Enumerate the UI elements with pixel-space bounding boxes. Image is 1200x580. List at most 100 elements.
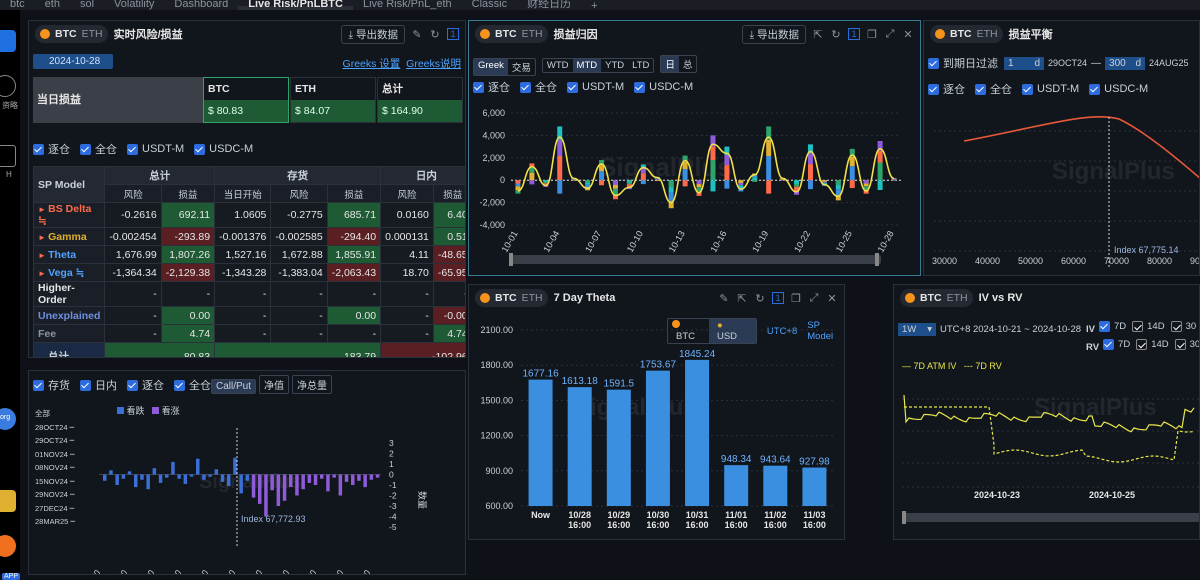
p2-tab[interactable]: 净值 <box>259 375 290 394</box>
top-tab[interactable]: Volatility <box>104 0 164 10</box>
badge-icon[interactable]: 1 <box>772 292 784 304</box>
table-row[interactable]: Higher-Order------- <box>32 281 465 307</box>
export-button[interactable]: ⤓ 导出数据 <box>341 24 405 44</box>
p3-check[interactable]: USDT-M <box>567 81 624 93</box>
expiry-filter-check[interactable]: 到期日过滤 <box>928 55 998 71</box>
p2-check[interactable]: 存货 <box>33 377 70 393</box>
currency-switch[interactable]: BTC ● USD <box>667 318 757 344</box>
expiry-item[interactable]: 01NOV24 ━ <box>35 448 75 462</box>
btc-toggle[interactable]: BTC <box>495 292 517 304</box>
p1-check[interactable]: USDC-M <box>194 143 253 155</box>
coin-switch[interactable]: BTC ETH <box>475 289 548 307</box>
greeks-settings-link[interactable]: Greeks 设置 <box>342 58 401 70</box>
timezone[interactable]: UTC+8 <box>766 325 798 337</box>
p2-check[interactable]: 全仓 <box>174 377 211 393</box>
top-tab[interactable]: btc <box>0 0 35 10</box>
refresh-icon[interactable]: ↻ <box>430 28 440 41</box>
p2-check[interactable]: 逐仓 <box>127 377 164 393</box>
btc-toggle[interactable]: BTC <box>495 28 517 40</box>
refresh-icon[interactable]: ↻ <box>831 28 841 41</box>
gift-icon[interactable] <box>0 490 16 512</box>
mode-switch-option[interactable]: 总 <box>682 60 693 71</box>
p2-check[interactable]: 日内 <box>80 377 117 393</box>
table-row[interactable]: ► Vega ≒ -1,364.34 -2,129.38 -1,343.28 -1,38… <box>32 263 465 282</box>
period-switch-option[interactable]: WTD <box>546 60 569 71</box>
p2-tab[interactable]: Call/Put <box>211 379 257 394</box>
expand-arrow-icon[interactable]: ► <box>38 232 49 242</box>
wrench-icon[interactable]: ✎ <box>719 292 729 305</box>
btc-toggle[interactable]: BTC <box>950 28 972 40</box>
top-tab[interactable]: Classic <box>462 0 517 10</box>
open-icon[interactable]: ⇱ <box>737 292 747 305</box>
eth-toggle[interactable]: ETH <box>81 28 103 40</box>
rv-option[interactable]: 7D <box>1103 337 1130 352</box>
table-row[interactable]: ► Gamma -0.002454 -293.89 -0.001376 -0.00258… <box>32 227 465 246</box>
open-icon[interactable]: ⇱ <box>813 28 823 41</box>
p2-tab[interactable]: 净总量 <box>292 375 333 394</box>
refresh-icon[interactable]: ↻ <box>755 292 765 305</box>
table-row[interactable]: Fee -4.74- - - -4.74 <box>32 324 465 343</box>
eth-toggle[interactable]: ETH <box>976 28 998 40</box>
close-icon[interactable]: ✕ <box>827 292 837 305</box>
top-tab[interactable]: eth <box>35 0 70 10</box>
p1-check[interactable]: USDT-M <box>127 143 184 155</box>
badge-icon[interactable]: 1 <box>848 28 860 40</box>
expiry-item[interactable]: 28MAR25 ━ <box>35 515 75 529</box>
coin-switch[interactable]: BTC ETH <box>930 25 1003 43</box>
date-picker[interactable]: 2024-10-28 <box>33 54 113 69</box>
expiry-item[interactable]: 28OCT24 ━ <box>35 421 75 435</box>
iv-option[interactable]: 7D <box>1098 319 1126 334</box>
greeks-help-link[interactable]: Greeks说明 <box>406 58 461 70</box>
eth-toggle[interactable]: ETH <box>946 292 968 304</box>
table-row[interactable]: Unexplained -0.00- -0.00- -0.00 <box>32 306 465 325</box>
eth-toggle[interactable]: ETH <box>521 292 543 304</box>
btc-toggle[interactable]: BTC <box>920 292 942 304</box>
sidebar-logo-icon[interactable] <box>0 30 16 52</box>
badge-icon-1[interactable] <box>0 408 16 430</box>
p1-check[interactable]: 逐仓 <box>33 141 70 157</box>
wrench-icon[interactable]: ✎ <box>412 28 422 41</box>
expiry-item[interactable]: 08NOV24 ━ <box>35 461 75 475</box>
add-tab-button[interactable]: + <box>591 0 598 11</box>
p4-check[interactable]: 逐仓 <box>928 81 965 97</box>
table-row[interactable]: ► Theta 1,676.99 1,807.26 1,527.16 1,672.88 1… <box>32 245 465 264</box>
p4-check[interactable]: USDT-M <box>1022 83 1079 95</box>
expiry-item[interactable]: 15NOV24 ━ <box>35 475 75 489</box>
p3-check[interactable]: USDC-M <box>634 81 693 93</box>
mode-switch-option[interactable]: 日 <box>661 56 679 72</box>
period-switch-option[interactable]: MTD <box>572 59 602 72</box>
expand-arrow-icon[interactable]: ► <box>38 250 49 260</box>
p3-check[interactable]: 全仓 <box>520 79 557 95</box>
source-switch-option[interactable]: Greek <box>474 59 508 75</box>
close-icon[interactable]: ✕ <box>903 28 913 41</box>
p4-check[interactable]: USDC-M <box>1089 83 1148 95</box>
btc-currency[interactable]: BTC <box>668 319 709 343</box>
range-scrollbar[interactable] <box>511 255 881 264</box>
eth-toggle[interactable]: ETH <box>521 28 543 40</box>
coin-switch[interactable]: BTC ETH <box>475 25 548 43</box>
top-tab[interactable]: Dashboard <box>164 0 238 10</box>
top-tab[interactable]: Live Risk/PnL_eth <box>353 0 462 10</box>
btc-toggle[interactable]: BTC <box>55 28 77 40</box>
range-scrollbar[interactable] <box>902 513 1200 522</box>
expand-arrow-icon[interactable]: ► <box>38 205 49 214</box>
rv-option[interactable]: 14D <box>1136 337 1169 352</box>
period-switch-option[interactable]: YTD <box>605 60 625 71</box>
orange-circle-icon[interactable] <box>0 535 16 557</box>
iv-option[interactable]: 30 <box>1170 319 1196 334</box>
copy-icon[interactable]: ❐ <box>791 292 801 305</box>
badge-icon[interactable]: 1 <box>447 28 459 40</box>
expiry-item[interactable]: 29NOV24 ━ <box>35 488 75 502</box>
expiry-item[interactable]: 27DEC24 ━ <box>35 502 75 516</box>
min-days-input[interactable]: 1 d <box>1004 56 1044 70</box>
rv-option[interactable]: 30 <box>1174 337 1199 352</box>
coin-switch[interactable]: BTC ETH <box>900 289 973 307</box>
export-button[interactable]: ⤓ 导出数据 <box>742 24 806 44</box>
p4-check[interactable]: 全仓 <box>975 81 1012 97</box>
hub-icon[interactable] <box>0 145 16 167</box>
model-name[interactable]: SP Model <box>807 320 834 342</box>
top-tab[interactable]: 财经日历 <box>517 0 581 10</box>
p1-check[interactable]: 全仓 <box>80 141 117 157</box>
p3-check[interactable]: 逐仓 <box>473 79 510 95</box>
strategy-icon[interactable] <box>0 75 16 97</box>
